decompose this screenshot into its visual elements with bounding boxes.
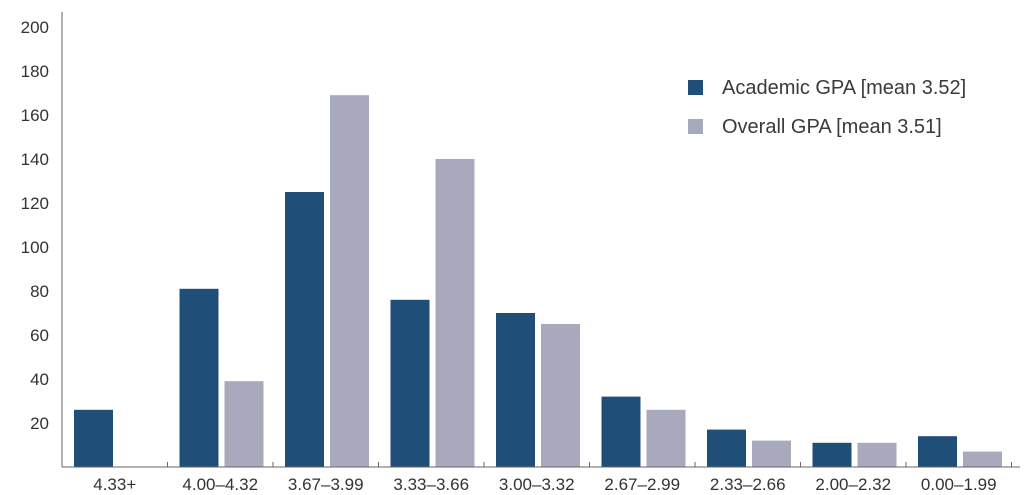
bar-overall-4 — [541, 324, 580, 467]
y-tick-label-5: 120 — [21, 194, 49, 213]
bar-academic-8 — [918, 436, 957, 467]
bar-overall-5 — [646, 409, 686, 467]
y-tick-label-8: 180 — [21, 62, 49, 81]
x-tick-label-5: 2.67–2.99 — [604, 475, 680, 494]
y-tick-label-0: 20 — [30, 414, 49, 433]
bar-academic-7 — [812, 442, 852, 467]
y-tick-label-3: 80 — [30, 282, 49, 301]
bar-overall-3 — [435, 159, 475, 467]
bar-overall-7 — [857, 442, 897, 467]
bar-academic-5 — [601, 396, 641, 467]
bar-academic-1 — [179, 288, 219, 467]
legend-swatch-0 — [688, 80, 703, 95]
bars-layer — [74, 95, 1002, 467]
x-tick-label-6: 2.33–2.66 — [710, 475, 786, 494]
bar-academic-0 — [74, 409, 113, 467]
legend: Academic GPA [mean 3.52] Overall GPA [mea… — [688, 77, 966, 138]
x-tick-label-8: 0.00–1.99 — [921, 475, 997, 494]
x-tick-label-0: 4.33+ — [93, 475, 136, 494]
bar-overall-6 — [752, 440, 791, 467]
legend-swatch-1 — [688, 119, 703, 134]
legend-label-0: Academic GPA [mean 3.52] — [722, 77, 966, 99]
bar-overall-1 — [224, 381, 264, 467]
x-tick-label-4: 3.00–3.32 — [499, 475, 575, 494]
y-tick-label-4: 100 — [21, 238, 49, 257]
bar-academic-2 — [285, 192, 324, 467]
y-tick-label-7: 160 — [21, 106, 49, 125]
bar-overall-8 — [963, 451, 1002, 467]
y-tick-label-6: 140 — [21, 150, 49, 169]
x-tick-label-3: 3.33–3.66 — [393, 475, 469, 494]
y-tick-label-2: 60 — [30, 326, 49, 345]
axes-layer: 20 40 60 80 100 120 140 160 180 200 4.33+ 4.00–4.32… — [21, 12, 1020, 494]
bar-academic-6 — [707, 429, 746, 467]
bar-overall-2 — [330, 95, 369, 467]
bar-academic-3 — [390, 299, 430, 467]
x-tick-label-2: 3.67–3.99 — [288, 475, 364, 494]
x-tick-label-1: 4.00–4.32 — [182, 475, 258, 494]
x-tick-label-7: 2.00–2.32 — [815, 475, 891, 494]
legend-label-1: Overall GPA [mean 3.51] — [722, 116, 942, 138]
bar-academic-4 — [496, 313, 535, 467]
y-tick-label-9: 200 — [21, 18, 49, 37]
y-tick-label-1: 40 — [30, 370, 49, 389]
